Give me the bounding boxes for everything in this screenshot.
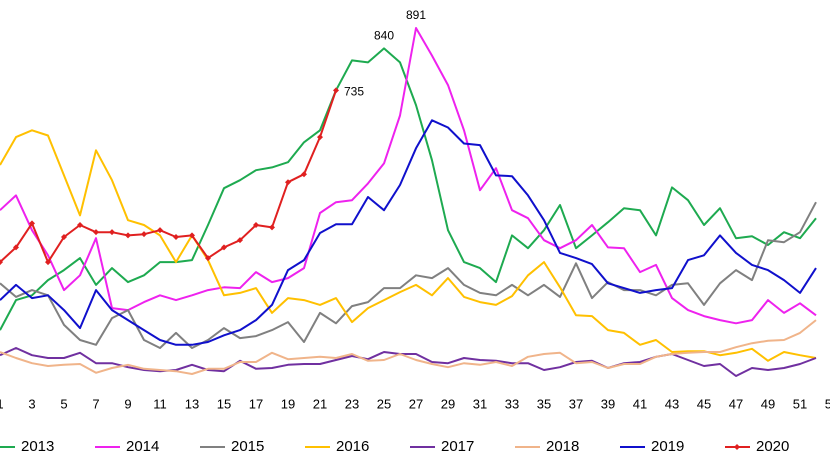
data-label: 735 xyxy=(344,85,364,99)
x-tick-label: 7 xyxy=(92,396,99,411)
legend-label: 2017 xyxy=(441,438,474,455)
x-tick-label: 1 xyxy=(0,396,4,411)
x-tick-label: 9 xyxy=(124,396,131,411)
legend-label: 2019 xyxy=(651,438,684,455)
legend-label: 2016 xyxy=(336,438,369,455)
point-marker xyxy=(109,229,115,236)
x-tick-label: 51 xyxy=(793,396,807,411)
x-tick-label: 19 xyxy=(281,396,295,411)
legend-marker xyxy=(734,444,740,450)
series-line xyxy=(0,119,817,346)
point-marker xyxy=(157,227,163,234)
series-line xyxy=(0,319,817,375)
point-marker xyxy=(61,233,67,240)
x-tick-label: 29 xyxy=(441,396,455,411)
point-marker xyxy=(0,259,3,266)
x-tick-label: 33 xyxy=(505,396,519,411)
legend-label: 2020 xyxy=(756,438,789,455)
x-tick-label: 35 xyxy=(537,396,551,411)
point-marker xyxy=(13,244,19,251)
x-tick-label: 45 xyxy=(697,396,711,411)
x-tick-label: 39 xyxy=(601,396,615,411)
x-tick-label: 25 xyxy=(377,396,391,411)
point-marker xyxy=(269,224,275,231)
point-marker xyxy=(301,171,307,178)
point-marker xyxy=(221,244,227,251)
legend-label: 2018 xyxy=(546,438,579,455)
series-line xyxy=(0,129,817,362)
point-marker xyxy=(93,229,99,236)
point-marker xyxy=(173,233,179,240)
x-tick-label: 15 xyxy=(217,396,231,411)
x-tick-label: 23 xyxy=(345,396,359,411)
point-marker xyxy=(189,232,195,239)
x-tick-label: 31 xyxy=(473,396,487,411)
x-tick-label: 3 xyxy=(28,396,35,411)
x-tick-label: 41 xyxy=(633,396,647,411)
point-marker xyxy=(125,232,131,239)
point-marker xyxy=(285,179,291,186)
x-tick-label: 5 xyxy=(60,396,67,411)
point-marker xyxy=(253,221,259,228)
x-tick-label: 11 xyxy=(153,396,167,411)
series-line xyxy=(0,347,817,377)
x-tick-label: 47 xyxy=(729,396,743,411)
x-tick-label: 27 xyxy=(409,396,423,411)
point-marker xyxy=(237,237,243,244)
point-marker xyxy=(45,259,51,266)
series-line xyxy=(0,27,817,325)
legend-label: 2014 xyxy=(126,438,159,455)
x-tick-label: 53 xyxy=(825,396,830,411)
series-line xyxy=(0,201,817,349)
legend-label: 2013 xyxy=(21,438,54,455)
point-marker xyxy=(29,220,35,227)
x-tick-label: 13 xyxy=(185,396,199,411)
x-tick-label: 17 xyxy=(249,396,263,411)
x-tick-label: 49 xyxy=(761,396,775,411)
point-marker xyxy=(317,134,323,141)
data-label: 891 xyxy=(406,8,426,22)
point-marker xyxy=(141,231,147,238)
data-label: 840 xyxy=(374,29,394,43)
series-line xyxy=(0,47,817,331)
x-tick-label: 43 xyxy=(665,396,679,411)
series-line xyxy=(0,89,337,264)
legend-label: 2015 xyxy=(231,438,264,455)
x-tick-label: 37 xyxy=(569,396,583,411)
point-marker xyxy=(77,221,83,228)
x-tick-label: 21 xyxy=(313,396,327,411)
point-marker xyxy=(205,255,211,262)
point-marker xyxy=(333,87,339,94)
